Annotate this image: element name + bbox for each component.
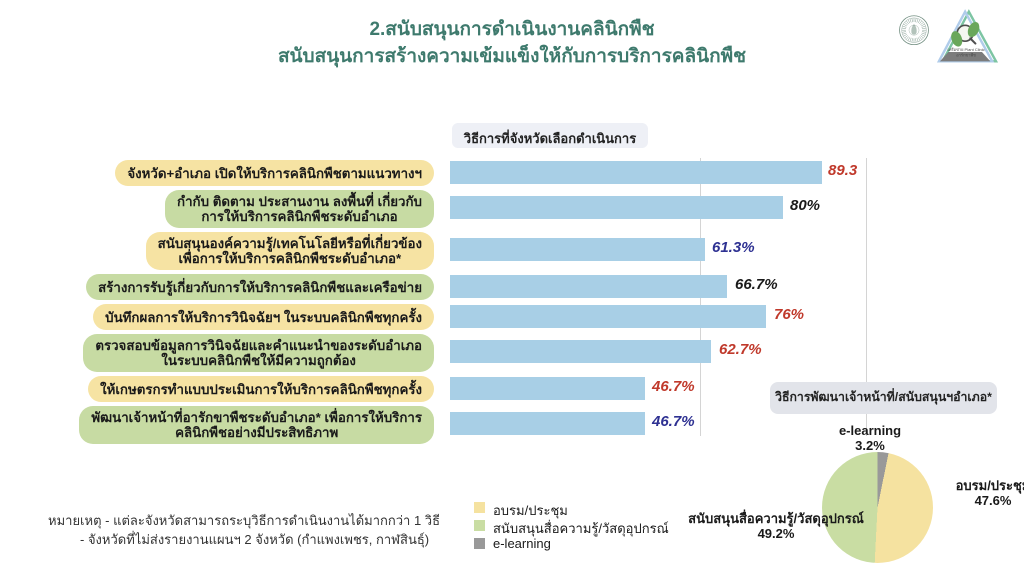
svg-text:อารักขาพืช: อารักขาพืช bbox=[956, 53, 976, 58]
svg-text:เครือข่าย Plant Clinic: เครือข่าย Plant Clinic bbox=[947, 47, 984, 52]
